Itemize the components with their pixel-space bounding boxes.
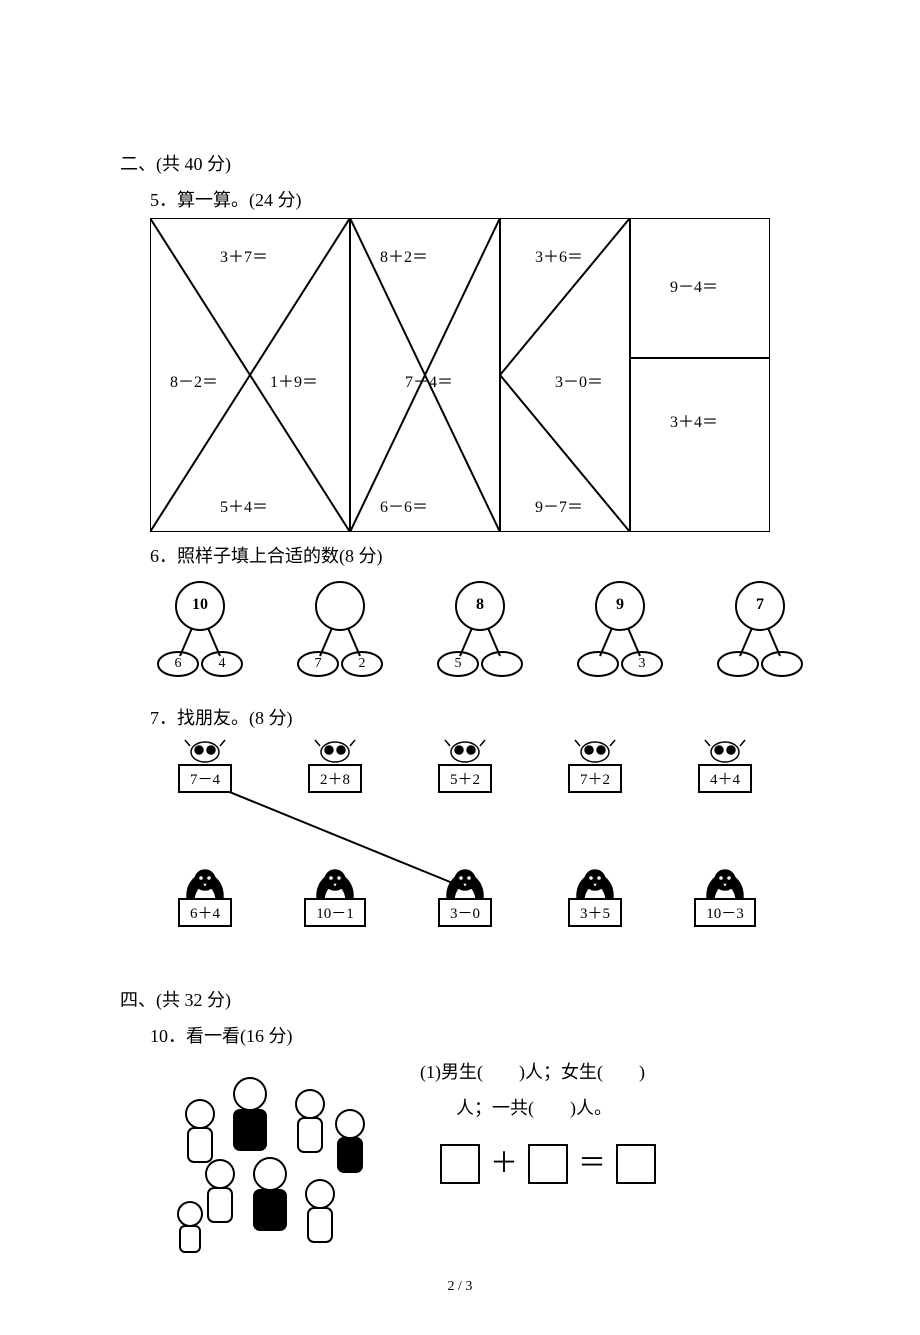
bond-right[interactable]: 4 [204,656,240,672]
eq-box-2[interactable] [528,1144,568,1184]
q6-row: 10 6 4 7 2 8 5 [150,578,800,688]
q10-equation: ＋ ＝ [440,1136,656,1192]
q5-expr: 8－2＝ [170,368,218,392]
friend-top[interactable]: 7－4 [170,736,240,793]
number-bond: 9 3 [570,578,670,688]
bond-right[interactable]: 3 [624,656,660,672]
expr-card: 10－1 [304,898,366,927]
eq-op-eq: ＝ [578,1136,606,1192]
q5-expr: 1＋9＝ [270,368,318,392]
bond-left[interactable]: 7 [300,656,336,672]
q5-expr: 9－4＝ [670,273,718,297]
expr-card: 6＋4 [178,898,232,927]
friend-top[interactable]: 2＋8 [300,736,370,793]
kids-illustration [160,1054,380,1259]
q5-expr: 6－6＝ [380,493,428,517]
bond-top[interactable]: 8 [430,596,530,614]
bond-right[interactable]: 2 [344,656,380,672]
friend-bottom[interactable]: 6＋4 [170,866,240,951]
q10-line2: 人；一共( )人。 [456,1090,656,1126]
q5-expr: 3＋6＝ [535,243,583,267]
friend-top[interactable]: 4＋4 [690,736,760,793]
bond-left[interactable]: 6 [160,656,196,672]
expr-card: 3＋5 [568,898,622,927]
q5-expr: 5＋4＝ [220,493,268,517]
q5-expr: 9－7＝ [535,493,583,517]
q5-diagram: 3＋7＝ 8＋2＝ 3＋6＝ 9－4＝ 8－2＝ 1＋9＝ 7－4＝ 3－0＝ 3＋4＝ 5＋4＝… [150,218,770,532]
friend-bottom[interactable]: 10－3 [690,866,760,951]
q10-line1: (1)男生( )人；女生( ) [420,1054,656,1090]
friend-bottom[interactable]: 3－0 [430,866,500,951]
q7-title: 7．找朋友。(8 分) [150,704,800,730]
q5-expr: 3＋7＝ [220,243,268,267]
expr-card: 10－3 [694,898,756,927]
number-bond: 8 5 [430,578,530,688]
expr-card: 4＋4 [698,764,752,793]
q6-title: 6．照样子填上合适的数(8 分) [150,542,800,568]
section-4-title: 四、(共 32 分) [120,986,800,1012]
eq-op-plus: ＋ [490,1136,518,1192]
expr-card: 2＋8 [308,764,362,793]
q5-expr: 3＋4＝ [670,408,718,432]
bond-top[interactable]: 10 [150,596,250,614]
friend-top[interactable]: 5＋2 [430,736,500,793]
section-2-title: 二、(共 40 分) [120,150,800,176]
page-number: 2 / 3 [120,1279,800,1295]
expr-card: 5＋2 [438,764,492,793]
q10-text: (1)男生( )人；女生( ) 人；一共( )人。 ＋ ＝ [420,1054,656,1192]
worksheet-page: 二、(共 40 分) 5．算一算。(24 分) 3＋7＝8＋2＝3＋6＝9－4＝… [0,0,920,1335]
expr-card: 3－0 [438,898,492,927]
number-bond: 7 2 [290,578,390,688]
number-bond: 10 6 4 [150,578,250,688]
eq-box-3[interactable] [616,1144,656,1184]
expr-card: 7＋2 [568,764,622,793]
q5-expr: 7－4＝ [405,368,453,392]
q5-expr: 3－0＝ [555,368,603,392]
q5-expr: 8＋2＝ [380,243,428,267]
q10-row: (1)男生( )人；女生( ) 人；一共( )人。 ＋ ＝ [160,1054,800,1259]
bond-top[interactable]: 9 [570,596,670,614]
friend-top[interactable]: 7＋2 [560,736,630,793]
expr-card: 7－4 [178,764,232,793]
friend-bottom[interactable]: 10－1 [300,866,370,951]
q7-area: 7－4 2＋8 5＋2 7＋2 [150,736,790,956]
q10-title: 10．看一看(16 分) [150,1022,800,1048]
number-bond: 7 [710,578,810,688]
bond-left[interactable]: 5 [440,656,476,672]
friend-bottom[interactable]: 3＋5 [560,866,630,951]
q5-title: 5．算一算。(24 分) [150,186,800,212]
bond-top[interactable]: 7 [710,596,810,614]
eq-box-1[interactable] [440,1144,480,1184]
